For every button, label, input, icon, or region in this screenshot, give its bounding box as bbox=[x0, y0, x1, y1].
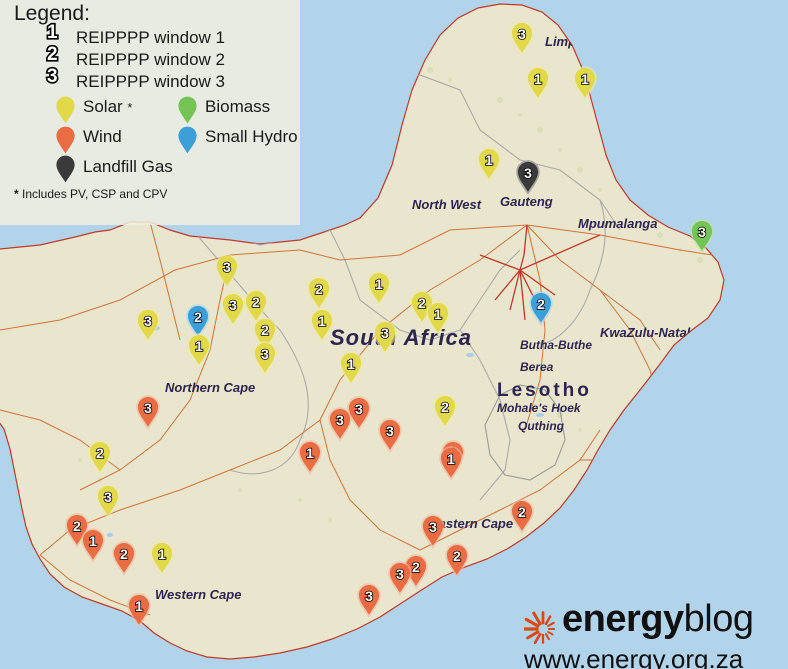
svg-text:3: 3 bbox=[365, 589, 373, 605]
svg-text:3: 3 bbox=[261, 347, 269, 363]
svg-text:1: 1 bbox=[89, 534, 97, 550]
svg-text:1: 1 bbox=[534, 72, 542, 88]
svg-text:South Africa: South Africa bbox=[330, 325, 472, 350]
svg-text:North West: North West bbox=[412, 197, 482, 212]
svg-text:2: 2 bbox=[315, 282, 323, 298]
svg-text:3: 3 bbox=[396, 567, 404, 583]
svg-text:3: 3 bbox=[223, 260, 231, 276]
svg-text:Butha-Buthe: Butha-Buthe bbox=[520, 338, 592, 352]
svg-text:2: 2 bbox=[261, 323, 269, 339]
svg-text:3: 3 bbox=[698, 225, 706, 241]
svg-text:3: 3 bbox=[144, 314, 152, 330]
svg-text:2: 2 bbox=[518, 505, 526, 521]
svg-text:1: 1 bbox=[318, 314, 326, 330]
svg-text:3: 3 bbox=[381, 326, 389, 342]
svg-text:2: 2 bbox=[537, 297, 545, 313]
svg-text:2: 2 bbox=[73, 519, 81, 535]
svg-text:2: 2 bbox=[412, 560, 420, 576]
svg-text:1: 1 bbox=[347, 357, 355, 373]
svg-text:1: 1 bbox=[485, 153, 493, 169]
svg-text:3: 3 bbox=[144, 401, 152, 417]
svg-text:KwaZulu-Natal: KwaZulu-Natal bbox=[600, 325, 691, 340]
svg-text:Lesotho: Lesotho bbox=[497, 380, 592, 401]
svg-text:Western Cape: Western Cape bbox=[155, 587, 241, 602]
svg-text:3: 3 bbox=[524, 166, 532, 182]
svg-text:1: 1 bbox=[135, 599, 143, 615]
svg-text:3: 3 bbox=[229, 298, 237, 314]
svg-text:1: 1 bbox=[158, 547, 166, 563]
svg-text:3: 3 bbox=[518, 27, 526, 43]
svg-text:2: 2 bbox=[120, 547, 128, 563]
svg-text:3: 3 bbox=[336, 413, 344, 429]
svg-text:Mohale's Hoek: Mohale's Hoek bbox=[497, 401, 582, 415]
svg-text:3: 3 bbox=[355, 402, 363, 418]
svg-text:2: 2 bbox=[96, 446, 104, 462]
svg-text:Northern Cape: Northern Cape bbox=[165, 380, 255, 395]
svg-text:1: 1 bbox=[434, 307, 442, 323]
svg-text:2: 2 bbox=[453, 549, 461, 565]
svg-text:2: 2 bbox=[418, 296, 426, 312]
svg-text:1: 1 bbox=[375, 277, 383, 293]
svg-text:1: 1 bbox=[447, 452, 455, 468]
svg-text:Berea: Berea bbox=[520, 360, 554, 374]
svg-text:3: 3 bbox=[386, 424, 394, 440]
svg-text:1: 1 bbox=[306, 446, 314, 462]
svg-text:Quthing: Quthing bbox=[518, 419, 565, 433]
svg-text:1: 1 bbox=[195, 339, 203, 355]
svg-text:3: 3 bbox=[104, 490, 112, 506]
svg-text:Gauteng: Gauteng bbox=[500, 194, 553, 209]
svg-text:3: 3 bbox=[429, 520, 437, 536]
svg-text:2: 2 bbox=[194, 310, 202, 326]
svg-text:2: 2 bbox=[441, 400, 449, 416]
svg-text:2: 2 bbox=[252, 295, 260, 311]
svg-text:1: 1 bbox=[581, 72, 589, 88]
svg-text:Mpumalanga: Mpumalanga bbox=[578, 216, 657, 231]
